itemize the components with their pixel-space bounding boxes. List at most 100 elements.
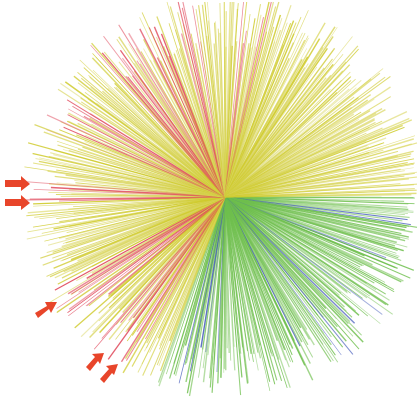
branches [20,1,418,397]
branch [44,196,226,242]
arrow [5,195,30,210]
branch [224,196,390,301]
branch [224,170,405,198]
branch [119,49,226,198]
branch [34,123,226,198]
branch [70,196,226,261]
branch [62,165,226,198]
branch [224,196,393,315]
branch [224,196,368,299]
branch [85,196,226,307]
arrow [100,364,118,383]
branch [224,196,413,233]
branch [224,196,348,292]
branch [224,196,415,271]
branch [137,196,226,373]
branch [196,49,226,198]
branch [224,196,354,355]
branch [224,196,397,254]
branch [91,57,226,198]
branch [224,196,363,299]
branch [224,41,238,198]
branch [173,196,226,364]
arrow [35,302,57,318]
branch [224,196,278,381]
branch [224,196,387,306]
branch [120,196,226,324]
branch [169,196,226,364]
arrow [5,176,30,191]
branch [224,196,235,347]
branch [118,36,226,198]
branch [224,196,332,363]
branch [26,196,226,240]
branch [103,35,226,198]
branch [26,196,226,217]
branch [224,196,236,371]
branch [224,64,351,198]
branch [224,196,276,385]
branch [224,196,375,284]
branch [224,196,409,205]
branch [209,196,226,379]
branch [224,142,418,198]
branch [224,137,387,198]
branch [224,196,288,389]
branch [224,32,303,198]
branch [224,196,238,348]
branch [150,196,226,376]
branch [224,20,295,198]
branch [159,60,226,198]
branch [224,88,350,198]
branch [224,196,369,317]
branch [141,196,226,365]
branch [149,59,226,198]
branch [224,48,359,198]
branch [127,76,226,198]
branch [29,196,226,200]
branch [224,37,309,198]
branch [27,196,226,233]
branch [56,196,226,313]
branch [135,48,226,198]
branch [73,75,226,198]
branch [224,196,348,294]
branch [224,5,292,198]
branch [224,110,408,198]
branch [207,1,226,198]
branch [219,2,226,198]
branch [92,69,226,198]
branch [48,192,226,198]
branch [192,5,226,198]
branch [224,79,362,198]
branch [122,196,226,374]
branch [224,192,417,198]
branch [224,184,415,198]
branch [115,196,226,340]
branch [75,182,226,198]
branch [224,196,332,338]
branch [92,196,226,333]
branch [224,78,356,198]
branch [67,114,226,198]
arrows [5,176,118,383]
branch [185,196,226,383]
branch [73,196,226,208]
branch [52,196,226,259]
branch [224,194,412,198]
branch [108,196,226,295]
branch [224,196,286,351]
branch [224,71,351,198]
branch [120,196,226,363]
branch [224,196,250,361]
branch [224,79,342,198]
branch [118,24,226,198]
branch [224,155,411,198]
branch [64,81,226,198]
branch [68,196,226,317]
branch [56,169,226,198]
branch [224,196,383,315]
branch [173,52,226,198]
